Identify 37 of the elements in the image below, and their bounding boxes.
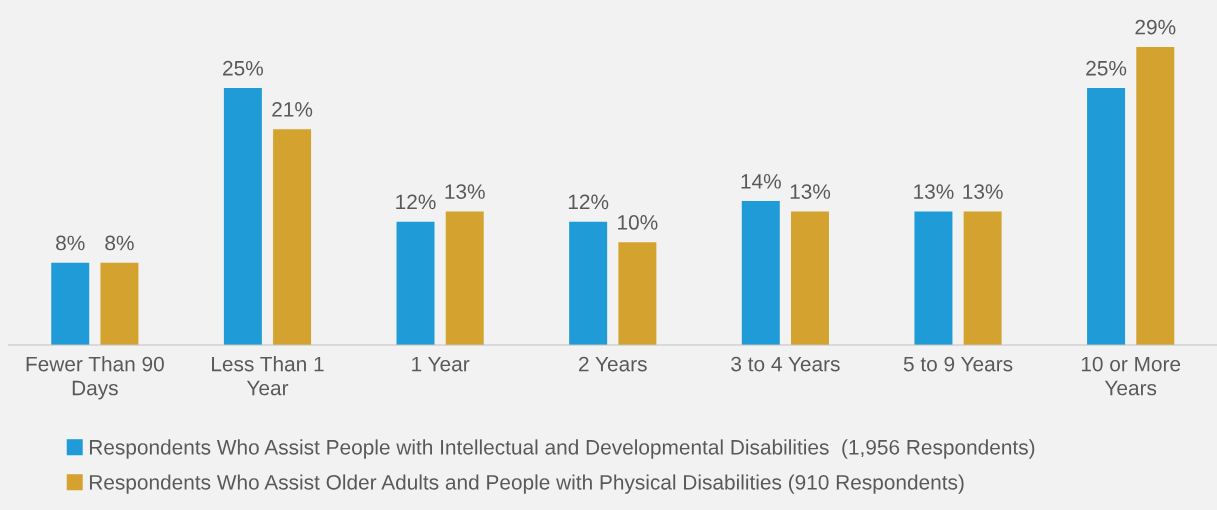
bar bbox=[963, 211, 1002, 345]
bar bbox=[791, 211, 829, 345]
data-label: 13% bbox=[790, 184, 831, 199]
bar bbox=[273, 129, 312, 345]
bar bbox=[396, 221, 435, 345]
x-tick-label: 5 to 9 Years bbox=[903, 356, 1013, 372]
x-tick-label: 2 Years bbox=[579, 356, 647, 372]
data-label: 13% bbox=[914, 184, 954, 199]
bar bbox=[51, 262, 90, 345]
data-label: 8% bbox=[105, 235, 134, 251]
bar bbox=[1087, 88, 1126, 345]
data-label: 13% bbox=[963, 184, 1003, 199]
x-tick-label: 3 to 4 Years bbox=[731, 356, 840, 372]
data-label: 14% bbox=[741, 174, 781, 189]
legend-label: Respondents Who Assist Older Adults and People with Physical Disabilities (910 Respondents) bbox=[89, 474, 964, 494]
bar bbox=[618, 242, 657, 345]
bar bbox=[569, 221, 608, 345]
data-label: 25% bbox=[223, 60, 263, 76]
bar bbox=[445, 211, 484, 345]
legend-label: Respondents Who Assist People with Intellectual and Developmental Disabilities (1,956 Respondents) bbox=[89, 439, 1035, 459]
x-tick-label: Less Than 1 Year bbox=[212, 356, 324, 396]
data-label: 25% bbox=[1086, 60, 1127, 76]
data-label: 8% bbox=[56, 235, 85, 251]
bar bbox=[223, 88, 262, 345]
data-label: 29% bbox=[1135, 19, 1176, 35]
data-label: 12% bbox=[568, 194, 609, 210]
bar bbox=[741, 201, 780, 345]
data-label: 21% bbox=[272, 101, 313, 117]
bar bbox=[100, 262, 139, 345]
x-tick-label: 1 Year bbox=[412, 356, 470, 372]
bar bbox=[1136, 46, 1175, 345]
data-label: 13% bbox=[445, 184, 485, 199]
x-tick-label: Fewer Than 90 Days bbox=[26, 356, 164, 400]
data-label: 10% bbox=[618, 215, 658, 230]
data-label: 12% bbox=[396, 194, 436, 210]
bar bbox=[914, 211, 953, 345]
x-tick-label: 10 or More Years bbox=[1081, 356, 1181, 396]
